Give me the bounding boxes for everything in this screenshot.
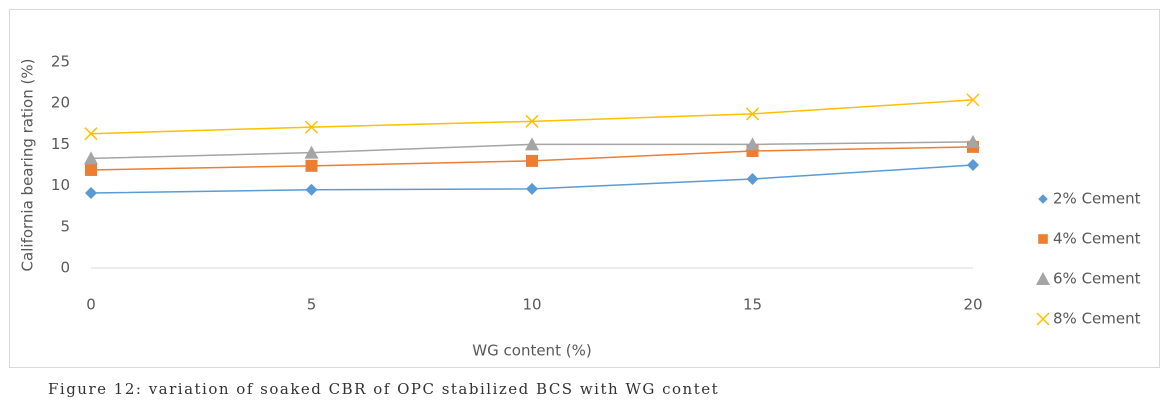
marker [304, 120, 319, 134]
marker [745, 107, 760, 121]
x-tick-label: 20 [963, 296, 982, 314]
legend-label: 2% Cement [1053, 190, 1141, 208]
marker [85, 187, 97, 200]
marker [305, 159, 318, 172]
y-tick-label: 15 [51, 135, 70, 153]
marker [526, 154, 538, 167]
marker [305, 183, 318, 196]
marker [966, 93, 980, 107]
x-tick-label: 15 [743, 296, 762, 314]
marker [746, 173, 759, 186]
x-tick-label: 10 [522, 296, 541, 314]
y-tick-label: 0 [60, 259, 70, 277]
y-tick-label: 5 [60, 217, 70, 235]
marker [745, 137, 760, 151]
chart-border [9, 9, 1160, 368]
marker [967, 159, 979, 171]
marker [304, 145, 319, 159]
y-tick-label: 25 [51, 53, 70, 71]
caption: Figure 12: variation of soaked CBR of OP… [48, 380, 719, 398]
x-tick-label: 0 [86, 296, 96, 314]
legend-marker [1038, 234, 1048, 244]
marker [525, 137, 539, 151]
marker [526, 182, 538, 195]
marker [525, 114, 539, 128]
x-axis-title: WG content (%) [472, 342, 591, 360]
legend-marker [1038, 194, 1048, 204]
legend-marker [1036, 272, 1050, 285]
y-tick-label: 10 [51, 176, 70, 194]
marker [84, 151, 98, 165]
marker [966, 134, 980, 148]
legend-label: 8% Cement [1053, 310, 1141, 328]
series-line [90, 99, 974, 135]
marker [85, 163, 97, 176]
legend-label: 6% Cement [1053, 270, 1141, 288]
y-axis-title: California bearing ration (%) [19, 59, 37, 272]
legend-marker [1036, 312, 1050, 326]
x-tick-label: 5 [307, 296, 317, 314]
y-tick-label: 20 [51, 94, 70, 112]
marker [84, 127, 98, 141]
legend-label: 4% Cement [1053, 230, 1141, 248]
